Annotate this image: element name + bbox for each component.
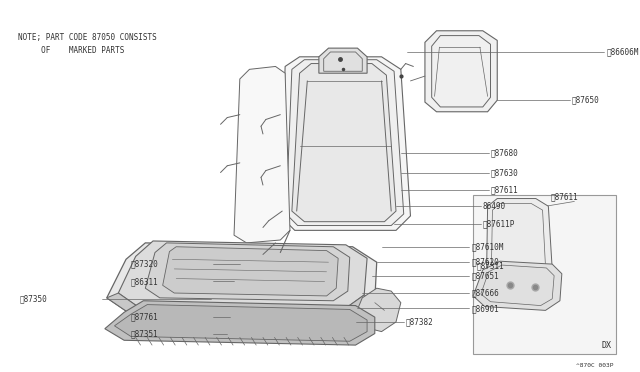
Text: ※87382: ※87382 — [406, 317, 433, 327]
Text: ※87666: ※87666 — [471, 289, 499, 298]
Polygon shape — [286, 60, 404, 225]
Polygon shape — [425, 31, 497, 112]
Text: OF    MARKED PARTS: OF MARKED PARTS — [18, 46, 124, 55]
Polygon shape — [115, 305, 367, 341]
Text: ※86901: ※86901 — [471, 304, 499, 313]
Polygon shape — [319, 48, 367, 73]
Text: DX: DX — [602, 341, 612, 350]
Text: ^870C 003P: ^870C 003P — [577, 363, 614, 368]
Polygon shape — [292, 64, 396, 222]
Polygon shape — [105, 301, 375, 345]
Text: ※87761: ※87761 — [131, 312, 159, 322]
Polygon shape — [344, 295, 375, 317]
Text: 86490: 86490 — [483, 202, 506, 211]
Polygon shape — [107, 243, 377, 317]
Polygon shape — [473, 261, 562, 310]
Text: ※87650: ※87650 — [572, 96, 599, 105]
Text: ※87620: ※87620 — [471, 258, 499, 267]
Polygon shape — [145, 243, 349, 301]
Text: ※87630: ※87630 — [490, 168, 518, 177]
Bar — [473, 195, 616, 354]
Polygon shape — [107, 293, 138, 312]
Polygon shape — [280, 57, 410, 230]
Text: ※87611: ※87611 — [490, 185, 518, 194]
Text: ※87350: ※87350 — [20, 294, 48, 303]
Polygon shape — [118, 241, 367, 310]
Text: ※87351: ※87351 — [131, 329, 159, 338]
Text: ※87611P: ※87611P — [483, 219, 515, 228]
Polygon shape — [163, 247, 338, 296]
Text: ※87320: ※87320 — [131, 260, 159, 269]
Polygon shape — [355, 288, 401, 331]
Text: ※87611: ※87611 — [550, 192, 578, 201]
Polygon shape — [234, 67, 290, 243]
Text: ※87680: ※87680 — [490, 149, 518, 158]
Text: ※86606M: ※86606M — [606, 48, 639, 57]
Text: ※87610M: ※87610M — [471, 242, 504, 251]
Text: ※87311: ※87311 — [477, 262, 505, 270]
Text: NOTE; PART CODE 87050 CONSISTS: NOTE; PART CODE 87050 CONSISTS — [18, 33, 157, 42]
Text: ※87651: ※87651 — [471, 271, 499, 280]
Text: ※86311: ※86311 — [131, 277, 159, 286]
Polygon shape — [486, 199, 552, 278]
